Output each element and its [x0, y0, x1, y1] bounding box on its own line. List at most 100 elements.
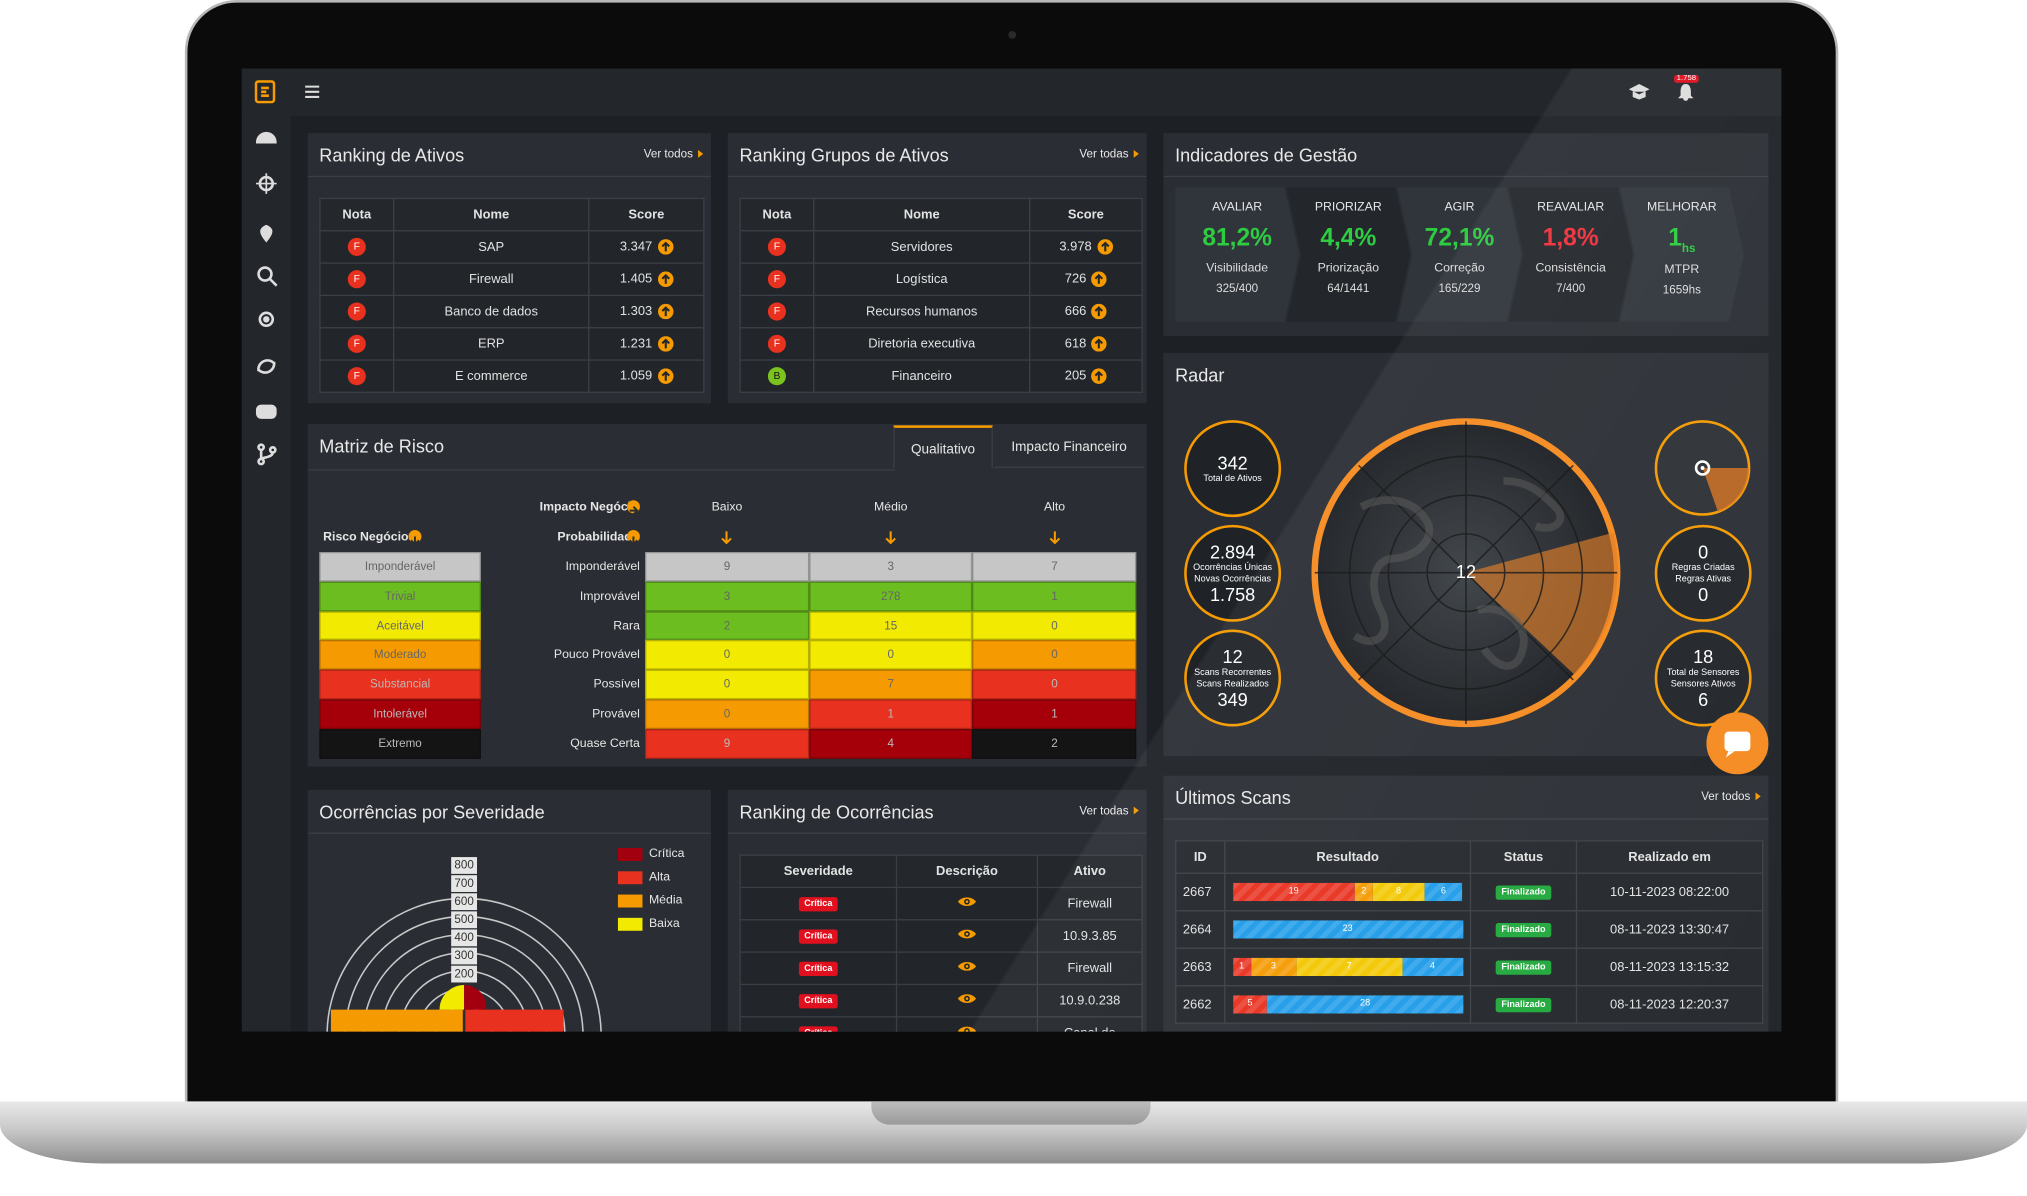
logo[interactable]	[254, 80, 276, 104]
panel-divider	[307, 832, 712, 834]
severity-pill: Crítica	[799, 961, 838, 977]
header-row: Nota Nome Score	[319, 197, 705, 232]
result-segment: 19	[1232, 882, 1355, 902]
arrow	[885, 531, 897, 545]
icon-part	[464, 985, 487, 1010]
panel-divider	[307, 469, 895, 471]
down-arrow	[1048, 527, 1061, 550]
panel-title: Radar	[1175, 364, 1225, 386]
score-cell: 1.303	[588, 294, 705, 329]
grade-cell: F	[319, 327, 395, 361]
scans-table: ID Resultado Status Realizado em 2667 19 2 8 6 Fi…	[1175, 840, 1764, 1024]
matrix-cell: 1	[972, 581, 1137, 611]
icon-part	[660, 273, 670, 284]
see-all-link[interactable]: Ver todas	[1079, 147, 1139, 161]
result-bar: 23	[1232, 920, 1463, 939]
radar-stat: 18 Total de Sensores Sensores Ativos 6	[1654, 629, 1752, 727]
see-all-link[interactable]: Ver todas	[1079, 804, 1139, 818]
eye-icon[interactable]	[957, 928, 977, 940]
name-cell: ERP	[392, 327, 590, 361]
icon-part	[257, 359, 276, 374]
indicator-step: AVALIAR 81,2% Visibilidade 325/400	[1175, 187, 1300, 322]
severity-cell: Crítica	[739, 919, 898, 953]
step-detail: 325/400	[1216, 281, 1259, 295]
icon-part	[263, 316, 270, 323]
grade-badge: F	[767, 270, 786, 289]
tab[interactable]: Qualitativo	[893, 425, 993, 468]
menu-button[interactable]	[305, 85, 320, 98]
icon-part	[965, 1029, 969, 1032]
matrix-cell: 9	[645, 728, 809, 759]
step-value: 1hs	[1620, 225, 1744, 254]
panel-divider	[727, 175, 1147, 178]
grade-badge: F	[767, 237, 786, 256]
matrix-cell: 3	[645, 581, 809, 611]
stat-value: 6	[1698, 688, 1709, 710]
step-value: 72,1%	[1397, 225, 1521, 253]
date-cell: 10-11-2023 08:22:00	[1575, 872, 1764, 912]
stat-label: Scans Realizados	[1196, 679, 1269, 689]
info-icon	[626, 500, 640, 516]
column-header: Nota	[319, 197, 395, 232]
value: 1,8%	[1542, 224, 1599, 253]
radar-stat: 2.894 Ocorrências Únicas Novas Ocorrências…	[1184, 524, 1282, 622]
impact-level: Alto	[1043, 500, 1066, 515]
notifications-icon[interactable]	[1677, 83, 1694, 101]
icon-part	[965, 932, 969, 936]
occurrence-row: Crítica 10.9.0.238	[739, 983, 1143, 1018]
occurrence-row: Crítica Firewall	[739, 886, 1143, 921]
probability-level: Pouco Provável	[553, 648, 640, 663]
step-detail: 165/229	[1438, 281, 1481, 295]
eye-icon[interactable]	[957, 1025, 977, 1032]
ranking-table: Nota Nome Score F SAP 3.347 F Firewall 1.405 F Ban…	[319, 197, 705, 393]
see-all-link[interactable]: Ver todos	[643, 147, 704, 161]
risk-level: Intolerável	[319, 699, 481, 729]
ranking-table: Nota Nome Score F Servidores 3.978 F Logística 7…	[739, 197, 1143, 393]
severity-cell: Crítica	[739, 951, 898, 986]
icon-part	[439, 985, 465, 1010]
occurrence-table: Severidade Descrição Ativo Crítica Firewall C…	[739, 854, 1143, 1032]
score: 618	[1064, 336, 1087, 352]
column-header: ID	[1175, 840, 1226, 874]
eye-icon[interactable]	[957, 960, 977, 972]
ranking-row: F Recursos humanos 666	[739, 294, 1143, 329]
icon-part	[1700, 466, 1705, 470]
id-cell: 2663	[1175, 947, 1226, 987]
name-cell: Firewall	[392, 262, 590, 297]
status-pill: Finalizado	[1496, 997, 1551, 1013]
description-cell	[895, 983, 1039, 1018]
icon-part	[305, 85, 320, 98]
stat-label: Novas Ocorrências	[1194, 574, 1272, 584]
severity-pill: Crítica	[799, 994, 838, 1009]
result-segment: 8	[1372, 882, 1425, 902]
legend-swatch	[617, 871, 643, 885]
occurrence-row: Crítica 10.9.3.85	[739, 919, 1143, 953]
indicator-step: PRIORIZAR 4,4% Priorização 64/1441	[1286, 187, 1411, 322]
result-cell: 19 2 8 6	[1224, 872, 1472, 912]
legend-swatch	[617, 848, 643, 861]
id-cell: 2662	[1175, 985, 1226, 1024]
globe-icon[interactable]	[1653, 419, 1751, 517]
icon-part	[1095, 370, 1104, 381]
severity-cell: Crítica	[739, 886, 898, 921]
academy-icon[interactable]	[1628, 84, 1650, 100]
see-all-link[interactable]: Ver todos	[1701, 789, 1761, 803]
id-cell: 2664	[1175, 910, 1226, 949]
tab[interactable]: Impacto Financeiro	[994, 425, 1145, 468]
grade-cell: F	[739, 327, 815, 361]
icon-part	[258, 311, 275, 328]
eye-icon[interactable]	[957, 896, 977, 908]
panel-title: Ranking Grupos de Ativos	[739, 144, 949, 166]
arrow	[1049, 531, 1060, 545]
eye-icon[interactable]	[957, 993, 977, 1005]
indicator-step: MELHORAR 1hs MTPR 1659hs	[1619, 187, 1744, 322]
probability-level: Rara	[613, 618, 640, 633]
asset-cell: Firewall	[1036, 951, 1143, 986]
matrix-cell: 0	[972, 610, 1137, 641]
chat-button[interactable]	[1706, 712, 1769, 775]
icon-part	[1095, 338, 1104, 349]
asset-cell: Firewall	[1036, 886, 1143, 921]
